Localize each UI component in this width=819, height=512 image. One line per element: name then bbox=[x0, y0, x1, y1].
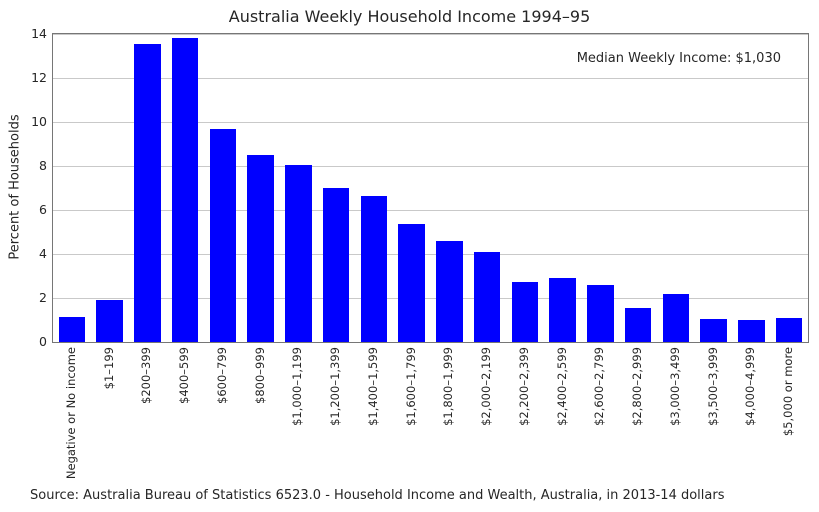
y-tick-label: 12 bbox=[31, 70, 47, 85]
y-axis-title: Percent of Households bbox=[7, 114, 23, 260]
plot-area: Median Weekly Income: $1,030 bbox=[52, 33, 809, 343]
source-note: Source: Australia Bureau of Statistics 6… bbox=[30, 488, 725, 503]
x-tick-label: $3,000–3,499 bbox=[667, 347, 682, 426]
x-tick-label: $1–199 bbox=[101, 347, 116, 390]
bar bbox=[624, 307, 652, 342]
x-tick-label: $5,000 or more bbox=[781, 347, 796, 437]
median-income-annotation: Median Weekly Income: $1,030 bbox=[576, 51, 781, 66]
chart-title: Australia Weekly Household Income 1994–9… bbox=[228, 7, 591, 26]
x-tick-label: $2,400–2,599 bbox=[554, 347, 569, 426]
bar bbox=[473, 251, 501, 342]
gridline bbox=[53, 166, 808, 167]
y-tick-label: 10 bbox=[31, 114, 47, 129]
bar bbox=[511, 281, 539, 342]
bar bbox=[58, 316, 86, 342]
x-tick-label: $1,000–1,199 bbox=[290, 347, 305, 426]
bar bbox=[360, 195, 388, 342]
x-tick-label: $2,800–2,999 bbox=[630, 347, 645, 426]
bar bbox=[247, 155, 274, 342]
gridline bbox=[53, 34, 808, 35]
gridline bbox=[53, 210, 808, 211]
y-tick-label: 6 bbox=[39, 202, 47, 217]
bar bbox=[285, 164, 312, 342]
y-tick-label: 4 bbox=[39, 246, 47, 261]
bar bbox=[587, 284, 614, 342]
y-tick-label: 2 bbox=[39, 290, 47, 305]
y-tick-label: 8 bbox=[39, 158, 47, 173]
gridline bbox=[53, 254, 808, 255]
gridline bbox=[53, 122, 808, 123]
gridline bbox=[53, 298, 808, 299]
x-tick-label: $2,600–2,799 bbox=[592, 347, 607, 426]
bar bbox=[398, 224, 425, 342]
bar bbox=[738, 320, 765, 342]
x-tick-label: $200–399 bbox=[139, 347, 154, 404]
x-tick-label: $3,500–3,999 bbox=[705, 347, 720, 426]
bar bbox=[549, 278, 576, 342]
x-tick-label: $800–999 bbox=[252, 347, 267, 404]
y-tick-label: 14 bbox=[31, 26, 47, 41]
bar bbox=[436, 240, 463, 342]
x-tick-label: $2,000–2,199 bbox=[479, 347, 494, 426]
gridline bbox=[53, 78, 808, 79]
bar bbox=[775, 317, 803, 342]
x-tick-label: $400–599 bbox=[177, 347, 192, 404]
x-tick-label: $1,200–1,399 bbox=[328, 347, 343, 426]
bar bbox=[322, 188, 350, 342]
bar bbox=[134, 43, 161, 342]
x-tick-label: Negative or No income bbox=[63, 347, 78, 480]
x-tick-label: $2,200–2,399 bbox=[516, 347, 531, 426]
bar bbox=[96, 300, 123, 342]
x-tick-label: $1,600–1,799 bbox=[403, 347, 418, 426]
x-tick-label: $1,400–1,599 bbox=[365, 347, 380, 426]
bar bbox=[662, 293, 690, 342]
bar bbox=[209, 128, 237, 342]
bar bbox=[171, 38, 199, 342]
x-tick-label: $1,800–1,999 bbox=[441, 347, 456, 426]
bar bbox=[700, 318, 727, 342]
x-tick-label: $600–799 bbox=[214, 347, 229, 404]
x-tick-label: $4,000–4,999 bbox=[743, 347, 758, 426]
y-tick-label: 0 bbox=[39, 334, 47, 349]
